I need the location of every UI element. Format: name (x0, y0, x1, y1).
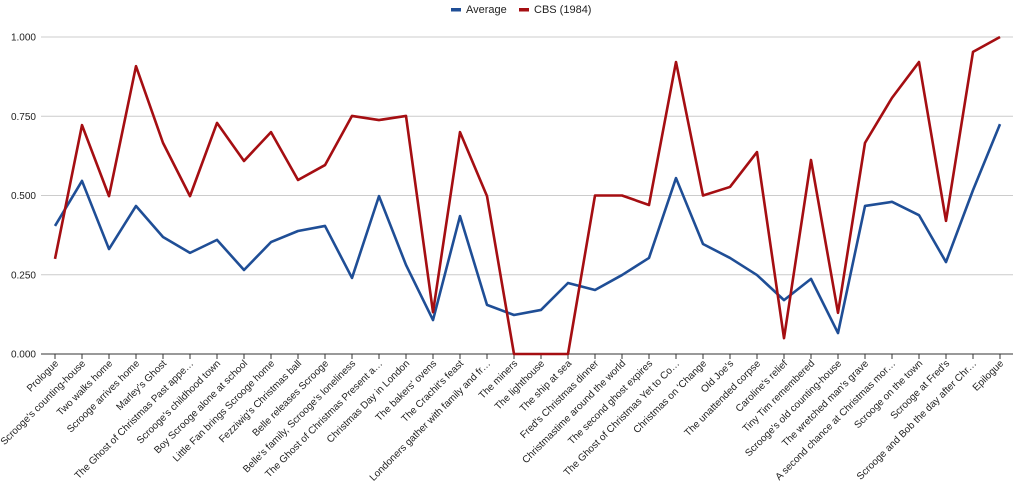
series-line-cbs-1984 (53, 35, 1001, 356)
y-axis: 0.000 0.250 0.500 0.750 1.000 (11, 33, 36, 361)
gridlines (41, 36, 1013, 355)
y-tick-label: 0.000 (11, 350, 36, 361)
legend-label: CBS (1984) (534, 4, 591, 16)
y-tick-label: 0.750 (11, 112, 36, 123)
legend: Average CBS (1984) (451, 4, 591, 16)
legend-label: Average (466, 4, 507, 16)
series-lines (53, 35, 1002, 356)
series-line-average (53, 123, 1002, 335)
y-tick-label: 1.000 (11, 33, 36, 44)
y-tick-label: 0.500 (11, 191, 36, 202)
legend-swatch (451, 8, 461, 12)
y-tick-label: 0.250 (11, 270, 36, 281)
legend-swatch (519, 8, 529, 12)
